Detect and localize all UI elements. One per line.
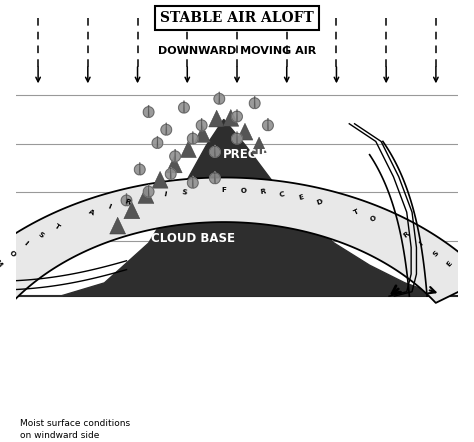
Polygon shape [165, 167, 176, 179]
Text: F: F [221, 187, 226, 193]
Text: CLOUD BASE: CLOUD BASE [151, 232, 235, 245]
Text: C: C [279, 191, 285, 198]
Polygon shape [166, 156, 182, 173]
Polygon shape [237, 123, 253, 140]
Polygon shape [161, 123, 172, 135]
Text: I: I [419, 240, 424, 247]
Polygon shape [263, 118, 273, 131]
Polygon shape [210, 145, 220, 157]
Text: S: S [432, 249, 440, 257]
Text: I: I [107, 203, 111, 210]
Text: STABLE AIR ALOFT: STABLE AIR ALOFT [160, 11, 314, 25]
Polygon shape [251, 137, 267, 154]
Text: E: E [446, 260, 453, 267]
Polygon shape [143, 105, 154, 118]
Text: T: T [353, 209, 360, 216]
Polygon shape [179, 101, 189, 113]
Polygon shape [143, 185, 154, 197]
Text: T: T [54, 223, 61, 230]
Text: M: M [0, 259, 3, 268]
Text: S: S [37, 231, 45, 239]
Text: DOWNWARD MOVING AIR: DOWNWARD MOVING AIR [158, 46, 316, 56]
Text: R: R [402, 231, 410, 239]
Text: I: I [164, 191, 167, 198]
Text: I: I [23, 240, 29, 247]
Polygon shape [170, 149, 181, 162]
Polygon shape [194, 126, 210, 142]
Polygon shape [209, 110, 225, 127]
Polygon shape [210, 171, 220, 184]
Text: O: O [369, 215, 378, 223]
Polygon shape [223, 110, 239, 126]
Polygon shape [187, 176, 198, 188]
Text: E: E [298, 194, 304, 201]
Polygon shape [135, 163, 145, 175]
Polygon shape [249, 96, 260, 109]
Polygon shape [0, 178, 474, 303]
Text: S: S [182, 189, 188, 195]
Polygon shape [196, 118, 207, 131]
Polygon shape [109, 217, 126, 234]
Polygon shape [138, 187, 154, 203]
Text: O: O [240, 187, 246, 194]
Text: A: A [87, 209, 95, 216]
Polygon shape [124, 202, 140, 219]
Text: Moist surface conditions
on windward side: Moist surface conditions on windward sid… [20, 419, 130, 440]
Polygon shape [16, 119, 458, 296]
Polygon shape [232, 132, 242, 144]
Polygon shape [121, 194, 132, 206]
Text: R: R [260, 189, 266, 195]
Text: PRECIPITATION: PRECIPITATION [222, 148, 322, 161]
Polygon shape [187, 132, 198, 144]
Polygon shape [214, 92, 225, 104]
Polygon shape [152, 171, 168, 188]
Polygon shape [232, 110, 242, 122]
Text: R: R [124, 198, 131, 206]
Text: O: O [8, 249, 16, 258]
Text: D: D [316, 198, 324, 206]
Polygon shape [181, 141, 196, 157]
Polygon shape [152, 136, 163, 149]
